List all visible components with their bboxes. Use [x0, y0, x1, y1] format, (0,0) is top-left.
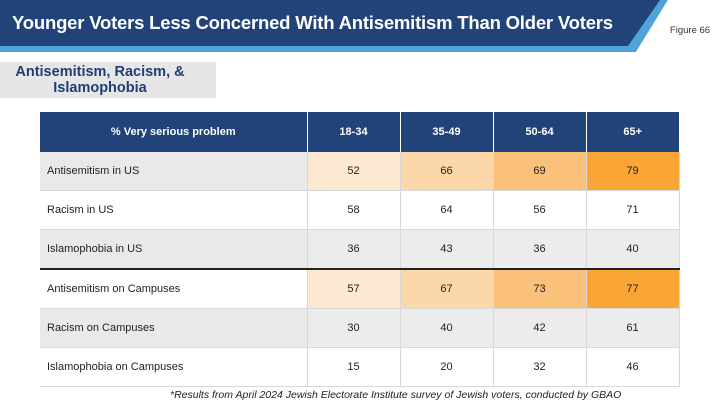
value-cell: 69 — [493, 152, 587, 191]
row-label: Antisemitism on Campuses — [40, 268, 308, 309]
value-cell: 71 — [586, 190, 680, 230]
row-label: Antisemitism in US — [40, 152, 308, 191]
value-cell: 20 — [400, 347, 494, 387]
value-cell: 30 — [307, 308, 401, 348]
value-cell: 79 — [586, 152, 680, 191]
title-banner: Younger Voters Less Concerned With Antis… — [0, 0, 720, 52]
value-cell: 66 — [400, 152, 494, 191]
table-subtitle: Antisemitism, Racism, & Islamophobia — [15, 64, 185, 96]
figure-label: Figure 66 — [669, 25, 711, 36]
table-row: Antisemitism on Campuses 57 67 73 77 — [40, 268, 680, 309]
table-row: Antisemitism in US 52 66 69 79 — [40, 152, 680, 191]
value-cell: 56 — [493, 190, 587, 230]
row-label: Racism in US — [40, 190, 308, 230]
banner-shape — [0, 0, 720, 52]
table-header-row: % Very serious problem 18-34 35-49 50-64… — [40, 112, 679, 152]
subtitle-box — [0, 62, 216, 98]
column-header: 50-64 — [493, 112, 587, 152]
value-cell: 52 — [307, 152, 401, 191]
data-table: % Very serious problem 18-34 35-49 50-64… — [40, 112, 680, 387]
value-cell: 73 — [493, 268, 587, 309]
value-cell: 43 — [400, 229, 494, 270]
row-label: Islamophobia in US — [40, 229, 308, 270]
value-cell: 32 — [493, 347, 587, 387]
table-row: Islamophobia on Campuses 15 20 32 46 — [40, 347, 680, 387]
value-cell: 67 — [400, 268, 494, 309]
column-header: 65+ — [586, 112, 679, 152]
value-cell: 42 — [493, 308, 587, 348]
value-cell: 61 — [586, 308, 680, 348]
row-label: Islamophobia on Campuses — [40, 347, 308, 387]
value-cell: 58 — [307, 190, 401, 230]
value-cell: 40 — [586, 229, 680, 270]
value-cell: 40 — [400, 308, 494, 348]
column-header: 35-49 — [400, 112, 494, 152]
value-cell: 46 — [586, 347, 680, 387]
table-row: Islamophobia in US 36 43 36 40 — [40, 229, 680, 270]
value-cell: 36 — [307, 229, 401, 270]
row-label: Racism on Campuses — [40, 308, 308, 348]
column-header: 18-34 — [307, 112, 401, 152]
footnote: *Results from April 2024 Jewish Electora… — [170, 389, 622, 401]
row-header-label: % Very serious problem — [40, 112, 308, 152]
table-row: Racism in US 58 64 56 71 — [40, 190, 680, 230]
table-row: Racism on Campuses 30 40 42 61 — [40, 308, 680, 348]
page-title: Younger Voters Less Concerned With Antis… — [12, 12, 613, 33]
value-cell: 57 — [307, 268, 401, 309]
value-cell: 77 — [586, 268, 680, 309]
value-cell: 15 — [307, 347, 401, 387]
value-cell: 36 — [493, 229, 587, 270]
value-cell: 64 — [400, 190, 494, 230]
